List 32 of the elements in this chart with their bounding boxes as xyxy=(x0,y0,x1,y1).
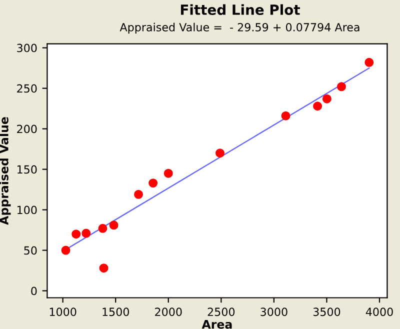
point xyxy=(364,58,374,67)
chart-subtitle: Appraised Value = - 29.59 + 0.07794 Area xyxy=(120,22,360,34)
y-tick-label: 250 xyxy=(17,84,37,93)
chart-title: Fitted Line Plot xyxy=(180,4,300,15)
point xyxy=(99,264,108,273)
point xyxy=(322,94,332,104)
point xyxy=(61,246,70,255)
x-tick-label: 3500 xyxy=(313,308,340,316)
y-tick-label: 50 xyxy=(24,246,37,255)
x-axis-title: Area xyxy=(202,320,232,329)
point xyxy=(148,178,158,188)
x-tick-label: 2000 xyxy=(155,308,182,316)
y-tick-label: 100 xyxy=(17,206,37,214)
x-tick-label: 2500 xyxy=(208,308,235,316)
y-tick-label: 200 xyxy=(17,124,37,134)
point xyxy=(164,168,173,178)
y-tick-label: 0 xyxy=(31,286,37,296)
point xyxy=(82,228,91,238)
x-tick-label: 1500 xyxy=(102,308,129,316)
y-tick-label: 300 xyxy=(17,44,37,52)
x-tick-label: 1000 xyxy=(50,308,76,316)
point xyxy=(72,230,81,239)
point xyxy=(281,111,290,120)
point xyxy=(216,148,224,158)
point xyxy=(109,220,118,230)
y-tick-label: 150 xyxy=(17,165,37,174)
x-tick-label: 3000 xyxy=(260,308,288,316)
x-tick-label: 4000 xyxy=(366,308,393,316)
point xyxy=(134,190,144,199)
point xyxy=(336,82,346,92)
point xyxy=(313,102,322,111)
point xyxy=(98,224,108,233)
